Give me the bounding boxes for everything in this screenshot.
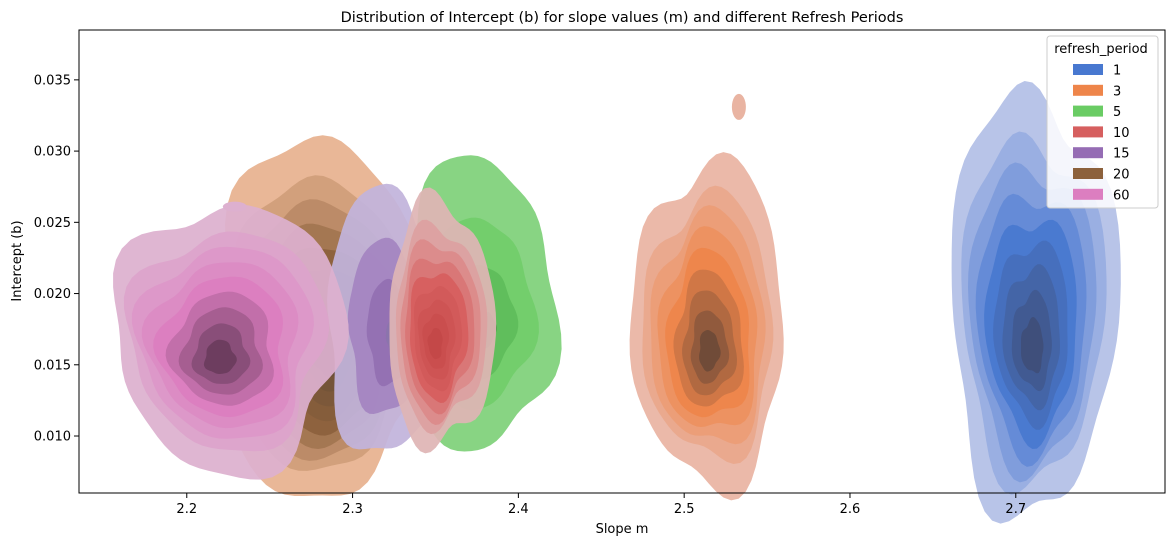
y-axis: 0.010 0.015 0.020 0.025 0.030 0.035 (34, 73, 79, 445)
legend-swatch (1073, 84, 1103, 96)
legend-label: 3 (1113, 84, 1121, 99)
kde-island-3 (731, 93, 746, 120)
chart-title: Distribution of Intercept (b) for slope … (341, 10, 904, 26)
x-tick-label: 2.2 (176, 502, 197, 517)
legend-swatch (1073, 168, 1103, 179)
legend-label: 15 (1113, 147, 1130, 162)
y-tick-label: 0.030 (34, 145, 71, 160)
legend-swatch (1073, 188, 1103, 200)
y-tick-label: 0.035 (34, 73, 71, 88)
y-axis-label: Intercept (b) (10, 220, 25, 301)
y-tick-label: 0.025 (34, 216, 71, 231)
y-tick-label: 0.010 (34, 430, 71, 445)
plot-area (78, 29, 1166, 524)
kde-series-3 (629, 152, 784, 501)
x-tick-label: 2.5 (674, 502, 695, 517)
kde-level (427, 328, 443, 360)
legend-label: 10 (1113, 126, 1130, 141)
x-tick-label: 2.6 (840, 502, 861, 517)
kde-series-10 (389, 187, 497, 454)
kde-level (1021, 317, 1044, 374)
legend-label: 60 (1113, 188, 1130, 203)
kde-island-60 (222, 201, 247, 212)
kde-level (203, 339, 237, 374)
x-tick-label: 2.3 (342, 502, 363, 517)
x-tick-label: 2.7 (1005, 502, 1026, 517)
plot-frame (78, 29, 1166, 494)
legend-title: refresh_period (1054, 42, 1148, 57)
kde-series-1 (951, 81, 1121, 524)
legend-label: 20 (1113, 168, 1130, 183)
kde-series-60 (113, 204, 349, 480)
legend-swatch (1073, 64, 1103, 75)
legend-swatch (1073, 126, 1103, 138)
x-axis-label: Slope m (596, 522, 649, 537)
x-axis: 2.2 2.3 2.4 2.5 2.6 2.7 (176, 493, 1026, 517)
legend: refresh_period 1 3 5 10 15 20 60 (1046, 35, 1159, 209)
y-tick-label: 0.020 (34, 287, 71, 302)
legend-label: 1 (1113, 64, 1121, 79)
legend-entries: 1 3 5 10 15 20 60 (1073, 64, 1130, 203)
y-tick-label: 0.015 (34, 358, 71, 373)
kde-layers (113, 81, 1121, 524)
legend-swatch (1073, 147, 1103, 159)
legend-label: 5 (1113, 105, 1121, 120)
legend-swatch (1073, 105, 1103, 117)
kde-level (699, 330, 721, 372)
legend-box (1046, 35, 1159, 209)
x-tick-label: 2.4 (508, 502, 529, 517)
